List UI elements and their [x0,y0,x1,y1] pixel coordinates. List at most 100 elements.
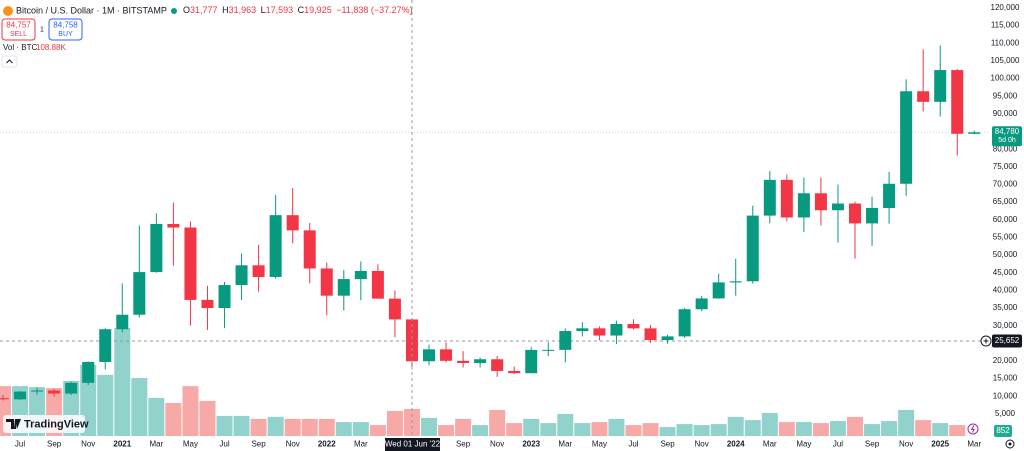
y-tick-label: 40,000 [993,285,1018,294]
candle-body [99,329,112,362]
volume-bar [284,418,301,436]
volume-bar [761,412,778,436]
candle-body [627,324,640,329]
candle-body [133,272,146,315]
volume-bar [131,377,148,436]
candle-body [0,398,9,400]
y-tick-label: 60,000 [993,215,1018,224]
candle-body [968,132,981,134]
candle-body [423,349,435,362]
crosshair-add-icon [983,338,989,344]
candle-body [780,179,793,218]
y-tick-label: 50,000 [993,250,1018,259]
volume-bar [301,418,318,436]
candle-body [610,324,623,336]
crosshair-price-label: 25,652 [995,336,1020,345]
volume-bar [949,425,966,436]
volume-bar [693,425,710,436]
candle-body [150,224,163,273]
x-tick-label: Mar [763,440,777,449]
candle-body [576,328,589,332]
volume-value: 108.88K [36,43,66,52]
y-tick-label: 15,000 [993,374,1018,383]
candle-body [644,328,657,341]
candle-body [491,359,504,371]
y-tick-label: 35,000 [993,303,1018,312]
market-status[interactable] [171,8,177,14]
volume-bar [591,422,608,436]
last-price-box [992,126,1022,147]
logo-background [3,415,85,433]
volume-bar [148,398,165,436]
sell-price: 84,757 [6,21,31,30]
volume-bar [318,418,335,436]
logo-text[interactable]: TradingView [24,418,89,430]
candle-body [661,336,674,341]
volume-bar [165,402,182,436]
candle-body [337,279,350,296]
x-tick-label: Sep [251,440,266,449]
candle-body [746,215,759,282]
volume-bar [574,423,591,436]
y-tick-label: 80,000 [993,144,1018,153]
volume-bar [97,374,114,436]
ohlc-value: 19,925 [304,5,332,15]
y-tick-label: 100,000 [991,74,1020,83]
candle-body [934,70,947,102]
x-tick-label: Nov [695,440,709,449]
volume-bar [472,425,489,436]
x-tick-label: Jul [628,440,638,449]
x-tick-label: Sep [660,440,675,449]
volume-bar [182,386,199,436]
logo-mark[interactable] [6,419,21,429]
symbol-title[interactable]: Bitcoin / U.S. Dollar · 1M · BITSTAMP [16,5,167,15]
candle-body [814,193,827,211]
volume-bar [710,424,727,436]
volume-bar [795,422,812,436]
candle-body [440,349,453,361]
x-tick-label: May [183,440,198,449]
candle-body [729,281,742,283]
candle-body [184,227,197,300]
volume-bar [812,423,829,436]
settings-icon-center [1008,442,1012,446]
buy-label: BUY [58,31,73,38]
x-tick-label: Sep [865,440,880,449]
ohlc-label: L [261,5,266,15]
candle-body [252,265,265,277]
x-tick-label: 2024 [727,440,745,449]
symbol-icon [3,6,13,16]
x-tick-label: 2023 [522,440,540,449]
collapse-button[interactable] [1,55,18,68]
buy-button[interactable] [48,18,83,41]
buy-price: 84,758 [53,21,78,30]
candle-body [405,319,418,362]
candle-body [14,391,27,400]
volume-bar [114,328,131,436]
candle-body [31,390,44,392]
ohlc-value: 17,593 [266,5,294,15]
candle-body [866,208,879,224]
volume-bar [932,423,949,436]
countdown-label: 5d 0h [998,137,1016,144]
candle-body [593,328,606,336]
volume-bar [369,425,386,436]
crosshair-price-box [992,334,1022,348]
spread: 1 [40,26,44,33]
y-tick-label: 5,000 [995,409,1016,418]
crosshair-date: Wed 01 Jun '22 [385,440,441,449]
candle-body [883,183,896,209]
settings-icon[interactable] [1005,439,1015,449]
candle-body [65,382,78,394]
candle-body [269,215,282,277]
candle-body [116,314,129,330]
x-tick-label: Nov [490,440,504,449]
price-lines [0,131,990,342]
volume-bar [642,423,659,436]
y-tick-label: 55,000 [993,233,1018,242]
candle-body [371,270,384,299]
x-tick-label: May [592,440,607,449]
volume-bar [489,409,506,436]
sell-button[interactable] [1,18,36,41]
